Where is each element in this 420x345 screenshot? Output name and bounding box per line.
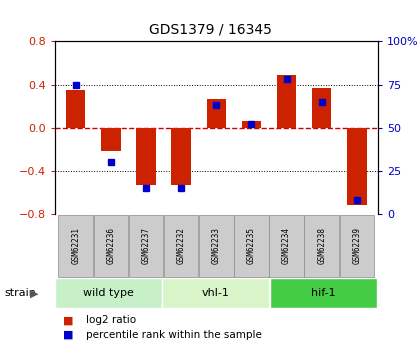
Text: GSM62233: GSM62233 <box>212 227 221 264</box>
Bar <box>136 128 156 185</box>
Bar <box>163 278 270 308</box>
Text: log2 ratio: log2 ratio <box>86 315 136 325</box>
Bar <box>129 215 163 277</box>
Bar <box>58 215 93 277</box>
Bar <box>164 215 198 277</box>
Text: ■: ■ <box>63 315 74 325</box>
Bar <box>270 278 377 308</box>
Text: GSM62239: GSM62239 <box>352 227 361 264</box>
Bar <box>347 128 367 205</box>
Text: GSM62238: GSM62238 <box>317 227 326 264</box>
Bar <box>340 215 374 277</box>
Bar <box>207 99 226 128</box>
Text: GSM62235: GSM62235 <box>247 227 256 264</box>
Bar <box>66 90 85 128</box>
Text: wild type: wild type <box>83 288 134 298</box>
Text: GSM62232: GSM62232 <box>177 227 186 264</box>
Bar <box>55 278 162 308</box>
Text: GSM62234: GSM62234 <box>282 227 291 264</box>
Bar <box>242 121 261 128</box>
Bar <box>199 215 234 277</box>
Bar <box>171 128 191 185</box>
Bar <box>269 215 304 277</box>
Bar <box>101 128 121 151</box>
Bar <box>94 215 128 277</box>
Text: GSM62236: GSM62236 <box>106 227 116 264</box>
Text: percentile rank within the sample: percentile rank within the sample <box>86 330 262 339</box>
Text: ■: ■ <box>63 330 74 339</box>
Text: vhl-1: vhl-1 <box>202 288 230 298</box>
Text: strain: strain <box>4 288 36 298</box>
Bar <box>312 88 331 128</box>
Bar <box>277 75 296 128</box>
Text: GSM62231: GSM62231 <box>71 227 80 264</box>
Text: GDS1379 / 16345: GDS1379 / 16345 <box>149 22 271 36</box>
Text: GSM62237: GSM62237 <box>142 227 150 264</box>
Text: hif-1: hif-1 <box>312 288 336 298</box>
Bar <box>304 215 339 277</box>
Bar <box>234 215 269 277</box>
Text: ▶: ▶ <box>30 288 39 298</box>
